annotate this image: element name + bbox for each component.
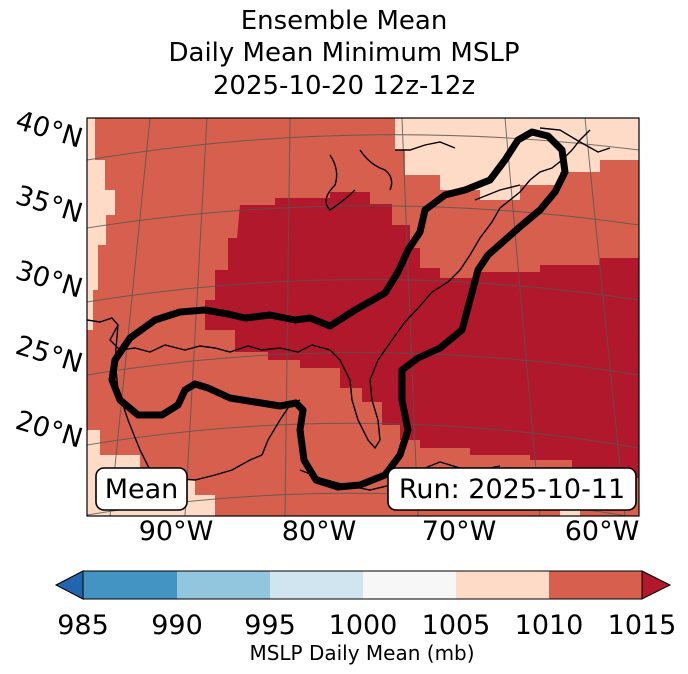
pressure-field-1005-1010-northeast (395, 118, 639, 200)
run-badge: Run: 2025-10-11 (387, 467, 637, 511)
colorbar: 985 990 995 1000 1005 1010 1015 MSLP Dai… (54, 570, 677, 665)
title-line-1: Ensemble Mean (240, 6, 448, 36)
colorbar-tick-990: 990 (151, 610, 203, 641)
colorbar-tick-1010: 1010 (515, 610, 584, 641)
title-line-3: 2025-10-20 12z-12z (212, 71, 476, 101)
colorbar-extend-above (641, 570, 672, 600)
lat-label-20: 20°N (12, 405, 86, 455)
colorbar-frame (82, 570, 643, 600)
mean-badge-text: Mean (105, 474, 179, 505)
mean-badge: Mean (95, 467, 188, 511)
lat-label-25: 25°N (12, 330, 86, 380)
title-line-2: Daily Mean Minimum MSLP (168, 38, 520, 68)
map-frame (86, 117, 640, 517)
colorbar-extend-below (54, 570, 84, 600)
colorbar-bin-995-1000 (270, 571, 363, 599)
colorbar-bin-1010-1015 (549, 571, 642, 599)
lon-label-70w: 70°W (422, 516, 497, 547)
lat-label-40: 40°N (12, 105, 86, 155)
lon-label-90w: 90°W (139, 516, 214, 547)
colorbar-tick-1000: 1000 (329, 610, 398, 641)
colorbar-bin-985-990 (83, 571, 177, 599)
ensemble-contour (108, 128, 569, 491)
colorbar-tick-995: 995 (244, 610, 296, 641)
map-panel: Mean Run: 2025-10-11 (87, 118, 639, 516)
lat-label-30: 30°N (12, 255, 86, 305)
lon-label-80w: 80°W (282, 516, 357, 547)
colorbar-tick-985: 985 (57, 610, 109, 641)
pressure-field-1005-1010-west (87, 118, 115, 330)
colorbar-bin-1005-1010 (456, 571, 549, 599)
colorbar-tick-1005: 1005 (422, 610, 491, 641)
colorbar-bin-990-995 (177, 571, 270, 599)
colorbar-bin-1000-1005 (363, 571, 456, 599)
colorbar-tick-1015: 1015 (608, 610, 677, 641)
lat-label-35: 35°N (12, 180, 86, 230)
lon-label-60w: 60°W (565, 516, 640, 547)
run-badge-text: Run: 2025-10-11 (399, 474, 625, 505)
colorbar-label: MSLP Daily Mean (mb) (249, 641, 474, 665)
